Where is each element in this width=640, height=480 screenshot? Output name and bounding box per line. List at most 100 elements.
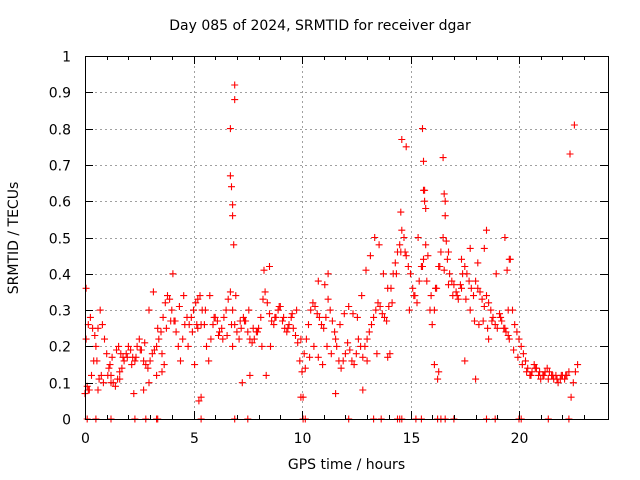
data-point [120,357,128,365]
data-point [570,121,578,129]
data-point [292,332,299,339]
data-point [274,306,282,314]
data-point [478,295,486,303]
data-point [420,255,427,263]
data-point [226,125,234,133]
data-point [315,313,323,321]
data-point [158,350,166,358]
data-point [366,252,374,260]
data-point [442,237,450,245]
data-point [320,324,328,332]
data-point [466,306,474,314]
data-point [245,306,253,314]
data-point [513,328,521,336]
data-point [359,353,367,361]
data-point [553,375,561,383]
data-point [107,379,115,387]
data-point [82,284,90,292]
data-point [168,306,176,314]
data-point [98,321,106,329]
data-point [465,277,473,285]
data-point [354,335,362,343]
data-point [327,350,335,358]
data-point [188,328,196,336]
data-point [524,364,532,372]
data-point [391,259,399,267]
data-point [505,335,513,343]
data-point [174,342,182,350]
data-point [318,321,325,329]
data-point [569,379,577,387]
data-point [480,303,488,310]
data-point [346,346,354,354]
data-point [365,328,373,336]
data-point [226,172,234,180]
y-tick-label: 0.5 [49,232,71,248]
data-point [420,157,427,165]
data-point [116,375,124,383]
data-point [549,371,557,379]
data-point [169,270,177,278]
data-point [485,299,493,307]
data-point [519,350,527,358]
data-point [543,364,551,372]
data-point [439,154,447,162]
data-point [210,313,218,321]
data-point [484,324,492,332]
data-point [96,306,104,314]
data-point [101,335,108,343]
data-point [132,353,140,361]
data-point [201,306,209,314]
data-point [448,277,456,285]
data-point [440,190,448,198]
data-point [111,382,119,390]
data-point [297,335,305,343]
data-point [300,350,308,358]
data-point [363,335,371,343]
data-point [144,364,152,372]
data-point [517,342,525,350]
data-point [544,375,552,383]
data-point [474,284,482,292]
data-point [130,390,138,398]
data-point [458,255,465,263]
data-point [373,350,381,358]
y-tick-label: 0.3 [49,304,71,320]
data-point [485,335,493,343]
data-point [194,295,202,303]
data-point [158,368,166,376]
data-point [190,306,197,314]
data-point [439,234,447,241]
data-point [376,303,384,310]
data-point [386,350,394,358]
data-point [402,143,410,151]
data-point [230,241,238,249]
data-point [458,284,465,292]
data-point [254,328,261,336]
data-point [328,317,336,325]
data-point [229,212,237,220]
data-point [562,371,570,379]
data-point [150,346,158,354]
data-point [401,248,409,256]
data-point [238,379,246,387]
data-point [117,350,125,358]
x-tick-label: 20 [511,431,529,447]
data-point [92,342,100,350]
data-point [220,313,228,321]
data-point [400,234,408,241]
data-point [323,342,331,350]
data-point [192,299,200,307]
data-point [146,357,154,365]
data-point [483,292,490,300]
data-point [384,353,392,361]
data-point [467,284,475,292]
data-point [359,386,367,394]
data-point [349,310,357,318]
data-point [510,346,518,354]
data-point [106,361,114,369]
data-point [514,353,522,361]
data-point [566,150,574,158]
data-point [97,371,105,379]
